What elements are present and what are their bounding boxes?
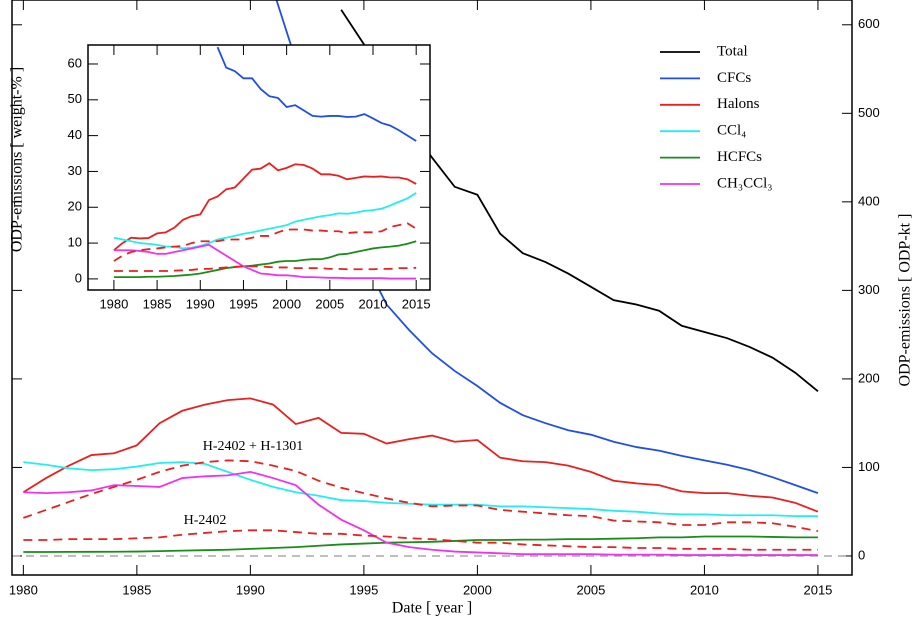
x-tick-label: 2010 bbox=[359, 296, 388, 311]
y-tick-label: 60 bbox=[68, 55, 82, 70]
y-tick-label: 100 bbox=[858, 459, 880, 474]
y-tick-label: 500 bbox=[858, 105, 880, 120]
x-axis-label: Date [ year ] bbox=[392, 600, 472, 617]
annotation: H-2402 + H-1301 bbox=[203, 439, 303, 454]
plot-frame bbox=[87, 44, 431, 291]
plot-1: 1980 1985 1990 1995 2000 2005 2010 2015 0 10 20 30 4… bbox=[9, 44, 431, 311]
series-line bbox=[216, 46, 417, 142]
series-line bbox=[23, 529, 818, 551]
y-tick-label: 50 bbox=[68, 91, 82, 106]
series-line bbox=[23, 535, 818, 553]
x-tick-label: 2015 bbox=[803, 582, 832, 597]
x-tick-label: 1995 bbox=[229, 296, 258, 311]
x-tick-label: 1980 bbox=[99, 296, 128, 311]
y-tick-label: 0 bbox=[75, 270, 82, 285]
y-tick-label: 300 bbox=[858, 282, 880, 297]
series-line bbox=[113, 192, 417, 250]
series-line bbox=[113, 222, 417, 262]
y-tick-label: 600 bbox=[858, 16, 880, 31]
y-tick-label: 30 bbox=[68, 163, 82, 178]
series-line bbox=[113, 162, 417, 251]
x-tick-label: 1980 bbox=[9, 582, 38, 597]
y-axis-label: ODP-emissions [ ODP-kt ] bbox=[897, 214, 914, 387]
y-tick-label: 10 bbox=[68, 235, 82, 250]
series-line bbox=[22, 397, 819, 513]
series-line bbox=[113, 243, 417, 280]
series-line bbox=[23, 459, 819, 533]
x-tick-label: 2000 bbox=[463, 582, 492, 597]
series-line bbox=[113, 265, 417, 272]
legend-label: HCFCs bbox=[717, 149, 762, 165]
legend-label: Halons bbox=[717, 96, 760, 112]
x-tick-label: 2015 bbox=[402, 296, 431, 311]
x-tick-label: 1985 bbox=[143, 296, 172, 311]
y-tick-label: 40 bbox=[68, 127, 82, 142]
plot-frame bbox=[11, 0, 853, 576]
x-tick-label: 2005 bbox=[576, 582, 605, 597]
series-group bbox=[22, 0, 819, 556]
series-line bbox=[23, 470, 818, 556]
x-tick-label: 2010 bbox=[690, 582, 719, 597]
x-tick-label: 2000 bbox=[272, 296, 301, 311]
legend-label: CH₃CCl₃ bbox=[717, 175, 772, 191]
x-tick-label: 1995 bbox=[349, 582, 378, 597]
x-tick-label: 1985 bbox=[122, 582, 151, 597]
legend-label: CFCs bbox=[717, 70, 751, 86]
series-line bbox=[113, 240, 417, 279]
plot-area bbox=[88, 45, 430, 290]
x-tick-label: 1990 bbox=[186, 296, 215, 311]
y-tick-label: 400 bbox=[858, 193, 880, 208]
legend-label: Total bbox=[717, 43, 748, 59]
legend-label: CCl₄ bbox=[717, 123, 746, 139]
series-group bbox=[113, 46, 417, 280]
annotation: H-2402 bbox=[184, 513, 227, 528]
y-axis-label: ODP-emissions [ weight-% ] bbox=[9, 67, 26, 252]
y-tick-label: 0 bbox=[858, 547, 865, 562]
y-tick-label: 200 bbox=[858, 370, 880, 385]
x-tick-label: 2005 bbox=[315, 296, 344, 311]
x-tick-label: 1990 bbox=[236, 582, 265, 597]
y-tick-label: 20 bbox=[68, 199, 82, 214]
